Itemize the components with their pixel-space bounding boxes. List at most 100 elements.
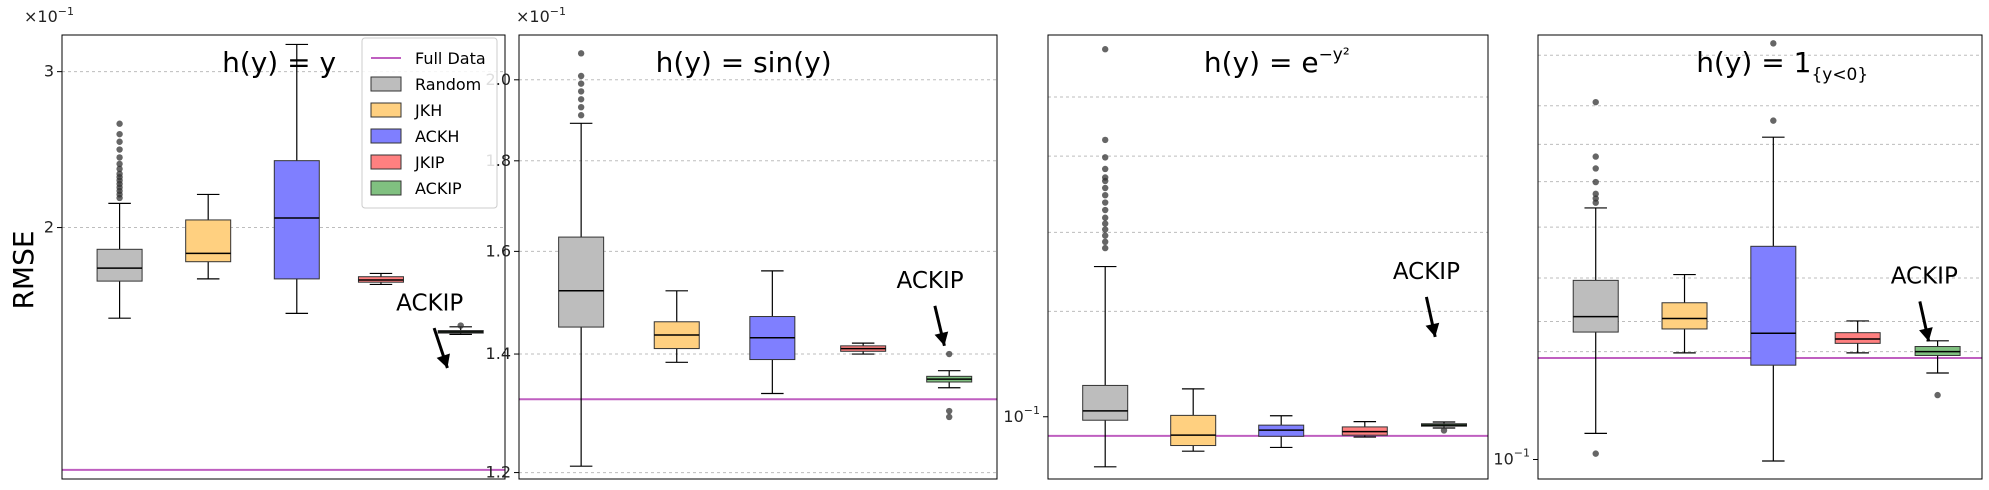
legend: Full Data Random JKH ACKH JKIP ACKIP [361,37,498,209]
box-ackh [1750,40,1797,462]
y-tick-label: 10−1 [1003,404,1040,426]
box-jkh [1661,273,1708,354]
axes-frame [518,34,998,480]
outlier-point [1102,154,1109,161]
box-jkh [185,193,232,280]
box-jkh [653,290,700,363]
outlier-point [1592,153,1599,160]
ackip-annotation: ACKIP [897,268,964,294]
outlier-point [1592,98,1599,106]
outlier-point [116,165,123,173]
outlier-point [1770,117,1777,124]
box-ackh [1258,415,1305,449]
box-jkip [1341,421,1388,438]
legend-label: ACKH [415,127,459,146]
box-ackip [1421,421,1467,434]
tick-exponent: −1 [1024,404,1040,417]
y-tick-label: 1.4 [486,344,511,363]
axes-frame [61,34,506,480]
y-tick-label: 1.2 [486,463,511,482]
outlier-point [577,88,585,95]
outlier-point [946,413,953,421]
outlier-point [116,160,123,168]
outlier-point [1440,427,1448,434]
legend-box-swatch [370,102,402,118]
y-tick-label: 1.6 [486,241,511,260]
panel-4: 10−1 h(y) = 1{y<0} ACKIP [1493,34,1983,480]
axes-frame [1537,34,1983,480]
legend-label: JKIP [414,153,445,172]
outlier-point [457,322,464,329]
outlier-point [1102,136,1109,144]
outlier-point [1102,238,1109,246]
outlier-point [1592,195,1599,202]
box-iqr [1170,414,1217,447]
outlier-point [1102,244,1109,252]
outlier-point [1102,220,1109,227]
outlier-point [1102,191,1109,199]
axes-frame [1047,34,1489,480]
annotation-arrow-head [1919,327,1933,342]
box-iqr [1661,302,1708,330]
box-iqr [1834,332,1881,344]
outlier-point [116,154,123,161]
box-iqr [185,219,232,263]
box-jkh [1170,388,1217,452]
outlier-point [1102,199,1109,206]
legend-box-swatch [370,76,402,92]
panel-title: h(y) = sin(y) [656,46,832,79]
title-exponent: −y² [1319,45,1350,65]
outlier-point [946,407,953,415]
ackip-annotation: ACKIP [1393,259,1460,285]
legend-item-random: Random [370,75,481,94]
outlier-point [1592,190,1599,198]
box-ackh [273,43,320,314]
box-ackip [926,350,973,421]
legend-label: Full Data [415,49,486,68]
legend-item-full-data: Full Data [371,49,486,68]
outlier-point [1934,391,1941,399]
box-iqr [1750,245,1797,366]
outlier-point [1102,232,1109,239]
legend-item-ackh: ACKH [370,127,459,146]
multiplier-exponent: −1 [58,5,74,18]
annotation-arrow-head [436,353,450,368]
outlier-point [946,350,953,358]
outlier-point [1102,46,1109,53]
panel-3: 10−1 h(y) = e−y² ACKIP [1003,34,1489,480]
outlier-point [1102,214,1109,221]
panels: 23×10−1h(y) = yACKIP1.21.41.61.82.0×10−1… [24,5,1983,482]
panel-1: 2 3 ×10−1 h(y) = y ACKIP [24,5,506,480]
multiplier-exponent: −1 [550,5,566,18]
outlier-point [1592,178,1599,186]
tick-exponent: −1 [1514,447,1530,460]
panel-title: h(y) = e−y² [1204,45,1350,79]
outlier-point [577,96,585,103]
outlier-point [116,130,123,138]
y-axis-label: RMSE [7,230,40,309]
panel-2: 1.21.41.61.82.0×10−1h(y) = sin(y)ACKIP [486,5,998,482]
box-jkip [1834,320,1881,354]
axis-multiplier: ×10−1 [516,5,566,26]
outlier-point [577,72,585,80]
outlier-point [577,80,585,87]
outlier-point [1592,165,1599,172]
y-tick-label: 10−1 [1493,447,1530,469]
annotation-arrow-head [934,331,949,346]
box-random [96,120,143,319]
box-iqr [1082,384,1129,421]
legend-label: Random [415,75,481,94]
annotation-arrow-head [1425,322,1440,337]
outlier-point [116,138,123,145]
outlier-point [1102,184,1109,192]
box-ackip [437,322,484,335]
legend-box-swatch [370,128,402,144]
outlier-point [577,103,585,111]
outlier-point [116,120,123,127]
outlier-point [1592,450,1599,457]
panel-title: h(y) = 1{y<0} [1696,46,1868,85]
panel-title: h(y) = y [222,46,336,79]
box-ackip [1914,340,1961,399]
outlier-point [1102,206,1109,214]
